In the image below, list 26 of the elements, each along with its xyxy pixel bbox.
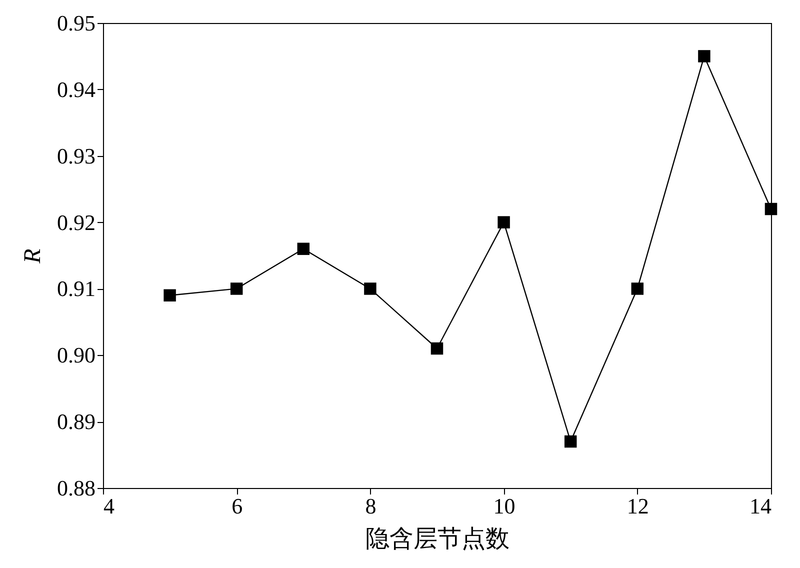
y-tick-label: 0.89 [57, 409, 96, 434]
point [430, 342, 444, 355]
x-tick-label: 12 [626, 494, 649, 518]
x-tick-label: 4 [104, 494, 114, 518]
x-tick-label: 14 [750, 494, 772, 518]
y-tick-label: 0.95 [57, 10, 96, 36]
y-tick-label: 0.92 [57, 210, 96, 235]
x-tick-label: 6 [232, 494, 243, 518]
point [297, 242, 310, 255]
point [564, 435, 577, 448]
x-tick-label: 10 [493, 494, 516, 518]
point [631, 282, 644, 295]
y-tick-label: 0.88 [57, 476, 96, 500]
y-tick-label: 0.91 [57, 276, 96, 302]
y-axis-title: R [20, 248, 46, 264]
point [498, 216, 510, 228]
point [698, 50, 710, 62]
point [764, 202, 778, 216]
x-axis-title: 隐含层节点数 [366, 526, 510, 552]
point [230, 282, 243, 295]
y-tick-label: 0.90 [57, 342, 96, 368]
y-tick-label: 0.94 [57, 76, 96, 102]
point [164, 289, 176, 302]
point [364, 282, 376, 295]
x-tick-label: 8 [365, 494, 376, 518]
y-tick-label: 0.93 [57, 143, 96, 168]
